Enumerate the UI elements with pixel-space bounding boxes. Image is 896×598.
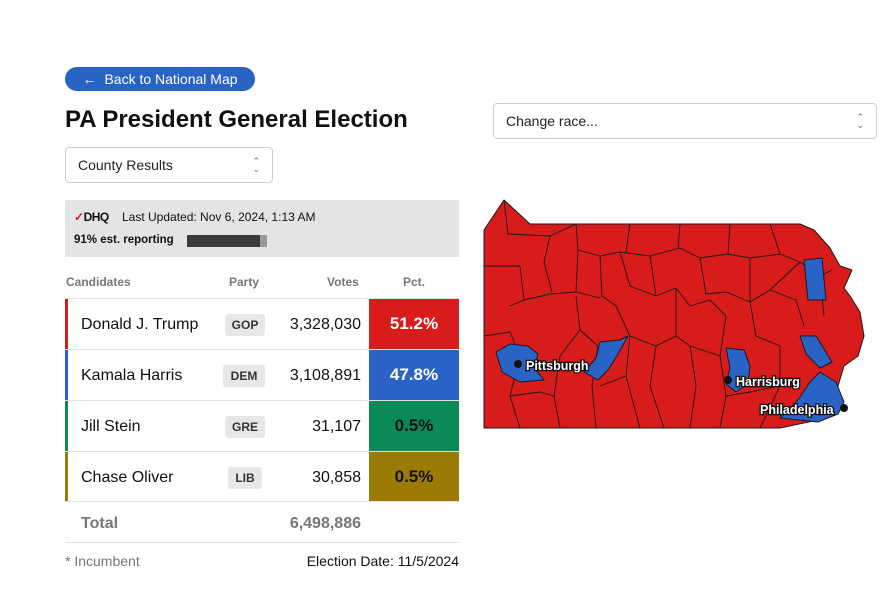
candidate-votes: 31,107 xyxy=(312,418,361,435)
header-votes: Votes xyxy=(327,275,359,289)
city-label-pittsburgh: Pittsburgh xyxy=(526,359,589,373)
party-badge: LIB xyxy=(228,467,262,489)
header-party: Party xyxy=(229,275,260,289)
party-color-bar xyxy=(65,299,68,349)
last-updated-text: Last Updated: Nov 6, 2024, 1:13 AM xyxy=(122,210,316,224)
reporting-status-panel: ✓DHQ Last Updated: Nov 6, 2024, 1:13 AM … xyxy=(65,200,459,257)
header-pct: Pct. xyxy=(403,275,426,289)
candidate-votes: 3,328,030 xyxy=(289,316,361,333)
total-label: Total xyxy=(81,515,119,532)
arrow-left-icon: ← xyxy=(82,71,97,87)
results-view-value: County Results xyxy=(78,157,173,173)
results-table: Donald J. Trump GOP 3,328,030 51.2% Kama… xyxy=(65,298,459,502)
candidate-name: Kamala Harris xyxy=(81,367,183,384)
party-badge: GRE xyxy=(225,416,265,438)
chevron-updown-icon: ⌃ ⌄ xyxy=(856,112,864,130)
party-color-bar xyxy=(65,350,68,400)
header-candidates: Candidates xyxy=(66,275,131,289)
county-centre-dem[interactable] xyxy=(583,335,629,381)
party-badge: DEM xyxy=(223,365,265,387)
philadelphia-marker xyxy=(840,404,848,412)
incumbent-note: * Incumbent xyxy=(65,553,140,569)
county-dauphin-dem[interactable] xyxy=(725,347,751,393)
party-color-bar xyxy=(65,452,68,501)
ddhq-logo: ✓DHQ xyxy=(74,210,109,224)
candidate-name: Chase Oliver xyxy=(81,469,174,486)
table-divider xyxy=(65,542,459,543)
county-erie-area-dem[interactable] xyxy=(803,257,827,301)
candidate-pct: 47.8% xyxy=(369,350,459,400)
total-votes: 6,498,886 xyxy=(289,515,361,532)
county-lines xyxy=(483,199,833,429)
county-philadelphia-dem[interactable] xyxy=(779,371,845,423)
reporting-label: 91% est. reporting xyxy=(74,234,174,246)
back-button-label: Back to National Map xyxy=(104,71,238,87)
candidate-row: Jill Stein GRE 31,107 0.5% xyxy=(65,400,459,451)
chevron-updown-icon: ⌃ ⌄ xyxy=(252,156,260,174)
page-title: PA President General Election xyxy=(65,106,408,133)
back-to-national-map-button[interactable]: ← Back to National Map xyxy=(65,67,255,91)
candidate-row: Kamala Harris DEM 3,108,891 47.8% xyxy=(65,349,459,400)
candidate-votes: 30,858 xyxy=(312,469,361,486)
change-race-select[interactable]: Change race... ⌃ ⌄ xyxy=(493,103,877,139)
pittsburgh-marker xyxy=(514,360,522,368)
harrisburg-marker xyxy=(724,376,732,384)
candidate-row: Chase Oliver LIB 30,858 0.5% xyxy=(65,451,459,502)
candidate-pct: 51.2% xyxy=(369,299,459,349)
party-color-bar xyxy=(65,401,68,451)
party-badge: GOP xyxy=(225,314,265,336)
city-label-harrisburg: Harrisburg xyxy=(736,375,800,389)
county-lehigh-dem[interactable] xyxy=(799,335,833,369)
candidate-row: Donald J. Trump GOP 3,328,030 51.2% xyxy=(65,298,459,349)
reporting-progress-bar xyxy=(187,235,267,247)
candidate-pct: 0.5% xyxy=(369,401,459,451)
city-markers: Pittsburgh Harrisburg Philadelphia xyxy=(514,358,848,418)
candidate-pct: 0.5% xyxy=(369,452,459,501)
county-results-map[interactable]: Pittsburgh Harrisburg Philadelphia xyxy=(480,196,880,436)
change-race-value: Change race... xyxy=(506,113,598,129)
city-label-philadelphia: Philadelphia xyxy=(760,403,835,417)
election-date: Election Date: 11/5/2024 xyxy=(306,553,459,569)
candidate-name: Jill Stein xyxy=(81,418,141,435)
reporting-progress-fill xyxy=(187,235,260,247)
results-view-select[interactable]: County Results ⌃ ⌄ xyxy=(65,147,273,183)
candidate-votes: 3,108,891 xyxy=(289,367,361,384)
candidate-name: Donald J. Trump xyxy=(81,316,199,333)
